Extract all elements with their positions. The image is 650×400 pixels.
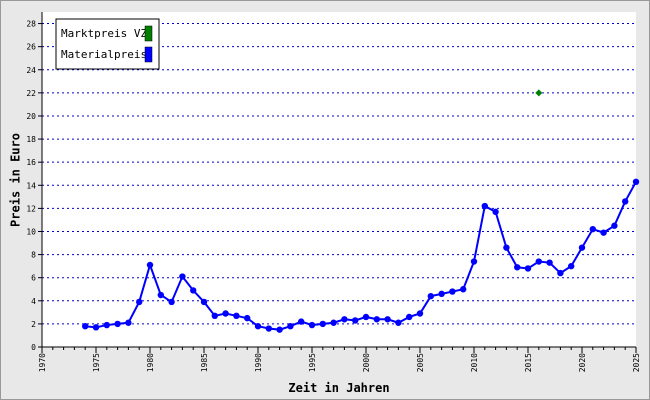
data-point (449, 288, 456, 295)
x-tick-label: 2005 (416, 353, 425, 372)
x-tick-label: 2000 (362, 353, 371, 372)
y-tick-label: 28 (26, 20, 36, 29)
data-point (373, 316, 380, 323)
data-point (503, 244, 510, 251)
data-point (622, 198, 629, 205)
data-point (578, 244, 586, 251)
y-tick-label: 24 (26, 66, 36, 75)
data-point (244, 314, 251, 322)
data-point (319, 320, 326, 328)
y-tick-label: 6 (31, 274, 36, 283)
data-point (200, 298, 208, 306)
data-point (179, 273, 186, 280)
x-tick-label: 2025 (632, 353, 641, 372)
data-point (632, 178, 640, 186)
data-point (535, 89, 543, 97)
x-tick-label: 1990 (254, 353, 263, 372)
data-point (557, 269, 564, 277)
data-point (276, 326, 283, 333)
legend-label: Marktpreis VZ (61, 27, 147, 40)
data-point (254, 323, 262, 330)
x-tick-label: 1975 (92, 353, 101, 372)
x-tick-label: 1995 (308, 353, 317, 372)
legend-label: Materialpreis (61, 48, 147, 61)
y-tick-label: 18 (26, 135, 36, 144)
y-tick-label: 10 (26, 227, 36, 236)
data-point (460, 286, 467, 293)
data-point (514, 264, 521, 271)
x-tick-label: 2020 (578, 353, 587, 372)
data-point (103, 321, 111, 329)
legend-box (55, 18, 160, 70)
data-point (416, 310, 424, 317)
data-point (546, 259, 553, 266)
data-point (146, 261, 154, 269)
data-point (136, 298, 143, 306)
x-tick-label: 1970 (38, 353, 47, 372)
data-point (438, 290, 445, 298)
data-point (125, 319, 132, 326)
data-point (352, 317, 359, 324)
x-tick-label: 1980 (146, 353, 155, 372)
data-point (600, 229, 607, 236)
data-point (330, 319, 337, 326)
data-point (611, 222, 618, 229)
y-tick-label: 12 (26, 204, 36, 213)
data-point (92, 324, 100, 331)
y-tick-label: 16 (26, 158, 36, 167)
y-tick-label: 22 (26, 89, 36, 98)
legend-swatch (144, 46, 153, 63)
legend-swatch (144, 25, 153, 42)
data-point (114, 320, 121, 328)
y-tick-label: 0 (31, 343, 36, 352)
data-point (222, 310, 229, 317)
series-line (85, 181, 637, 331)
data-point (168, 298, 175, 306)
data-point (157, 291, 164, 299)
data-point (287, 323, 294, 330)
data-point (298, 318, 305, 325)
data-point (568, 262, 575, 270)
y-tick-label: 2 (31, 320, 36, 329)
data-point (233, 312, 240, 320)
data-point (265, 325, 272, 332)
y-tick-label: 14 (26, 181, 36, 190)
data-point (481, 202, 488, 210)
x-tick-label: 1985 (200, 353, 209, 372)
data-point (535, 258, 542, 265)
data-point (362, 313, 370, 321)
data-point (406, 313, 413, 321)
x-tick-label: 2015 (524, 353, 533, 372)
data-point (470, 258, 478, 265)
data-point (589, 225, 596, 233)
data-point (524, 265, 532, 272)
data-point (308, 321, 316, 329)
y-tick-label: 4 (31, 297, 36, 306)
y-tick-label: 8 (31, 251, 36, 260)
data-point (211, 312, 218, 320)
data-point (190, 287, 197, 294)
y-tick-label: 20 (26, 112, 36, 121)
x-axis-title: Zeit in Jahren (288, 381, 389, 395)
x-tick-label: 2010 (470, 353, 479, 372)
data-point (427, 292, 434, 300)
data-point (82, 323, 89, 330)
y-axis-title: Preis in Euro (9, 133, 23, 227)
data-point (384, 316, 391, 323)
data-point (492, 208, 499, 216)
data-point (395, 319, 402, 326)
data-point (341, 316, 348, 323)
y-tick-label: 26 (26, 43, 36, 52)
